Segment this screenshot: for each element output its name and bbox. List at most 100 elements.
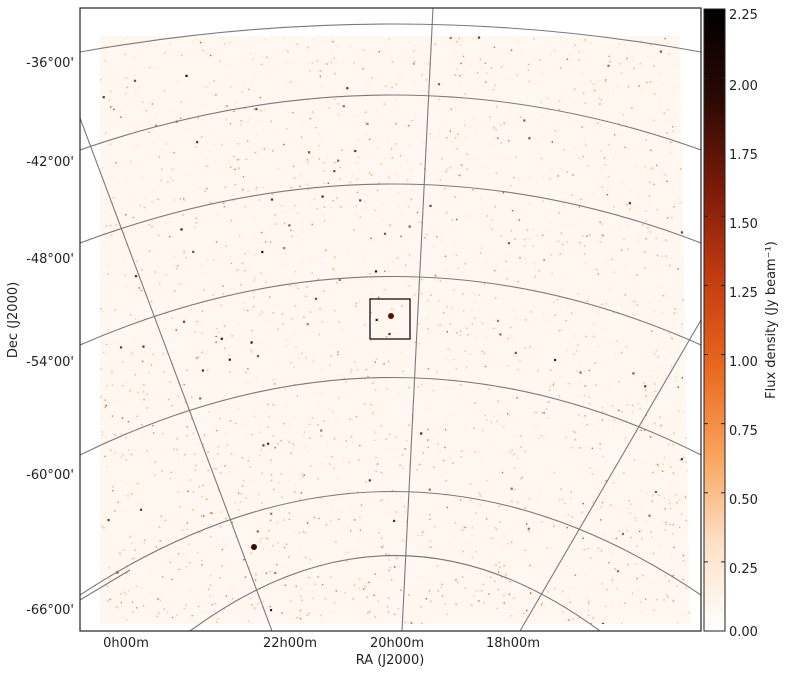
ra-grid-line [519,319,701,631]
flux-pixel [500,576,502,578]
flux-pixel [676,63,679,65]
colorbar-tick-label: 0.25 [729,562,758,577]
flux-pixel [503,533,505,536]
flux-pixel [582,235,584,237]
flux-pixel [458,174,460,176]
flux-pixel [662,295,665,297]
flux-pixel [135,418,137,421]
flux-pixel [574,44,576,46]
flux-pixel [614,284,616,287]
flux-pixel [251,604,253,606]
flux-pixel [334,161,336,164]
flux-pixel [185,433,188,436]
flux-pixel [493,327,496,329]
flux-pixel [543,412,545,414]
flux-pixel [106,585,109,587]
flux-pixel [634,519,637,522]
flux-pixel [351,175,354,177]
flux-pixel [202,272,204,274]
flux-pixel [407,180,409,182]
flux-pixel [657,286,660,288]
flux-pixel [321,321,323,323]
flux-pixel [510,326,512,329]
flux-pixel [481,322,484,325]
flux-pixel [464,429,467,431]
flux-pixel [371,77,373,79]
flux-pixel [340,510,343,513]
flux-pixel [241,457,244,459]
flux-pixel [382,202,385,204]
flux-pixel [604,164,607,166]
flux-pixel [355,548,357,550]
flux-pixel [214,291,216,293]
flux-pixel [441,583,443,585]
flux-pixel [454,292,457,294]
flux-pixel [225,543,227,545]
flux-pixel [308,203,311,205]
flux-pixel [167,181,169,183]
flux-pixel [216,621,218,623]
flux-pixel [490,219,493,221]
flux-pixel [390,55,392,57]
flux-pixel [334,73,336,75]
flux-pixel [380,537,383,540]
flux-pixel [571,446,573,449]
flux-pixel [209,202,212,204]
flux-pixel [502,192,505,194]
flux-pixel [274,214,276,216]
flux-pixel [464,587,466,590]
flux-pixel [452,462,454,464]
flux-pixel [370,237,372,240]
flux-pixel [578,306,580,308]
flux-pixel [595,268,598,271]
flux-pixel [114,510,116,512]
flux-pixel [491,199,494,201]
flux-pixel [504,242,507,244]
flux-pixel [161,470,163,472]
flux-pixel [664,173,667,176]
flux-pixel [437,590,439,592]
flux-pixel [132,216,134,219]
flux-pixel [499,566,501,568]
flux-pixel [627,86,630,88]
flux-pixel [266,56,268,58]
flux-pixel [370,240,372,243]
flux-pixel [490,144,492,146]
flux-pixel [591,447,593,449]
flux-pixel [605,480,607,482]
flux-pixel [636,287,639,289]
flux-pixel [612,582,614,584]
flux-pixel [179,506,181,508]
flux-pixel [260,116,262,118]
flux-pixel [135,219,137,221]
flux-pixel [277,443,279,445]
flux-pixel [201,495,203,498]
flux-pixel [619,63,621,65]
flux-pixel [424,237,426,239]
flux-pixel [145,407,147,409]
flux-pixel [307,100,309,102]
flux-pixel [210,596,212,599]
flux-pixel [570,497,572,500]
flux-pixel [550,547,553,549]
flux-pixel [627,51,629,54]
flux-pixel [412,278,414,280]
flux-pixel [122,361,124,363]
flux-pixel [191,615,193,617]
flux-pixel [187,490,189,492]
flux-pixel [288,224,291,227]
flux-pixel [500,124,502,126]
flux-pixel [468,215,470,217]
flux-pixel [270,120,272,122]
flux-pixel [207,588,210,591]
flux-pixel [125,593,127,595]
flux-pixel [152,424,154,427]
flux-pixel [583,92,585,94]
flux-pixel [623,472,625,474]
flux-pixel [383,232,387,235]
flux-pixel [382,545,384,547]
flux-pixel [657,465,660,467]
flux-pixel [502,548,505,550]
colorbar-tick-label: 0.50 [729,493,758,508]
flux-pixel [323,206,326,208]
